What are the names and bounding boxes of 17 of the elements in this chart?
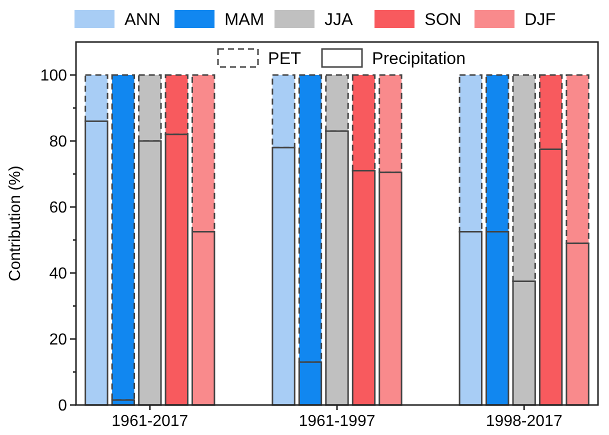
y-tick-label: 20 <box>49 332 68 349</box>
x-tick-label: 1961-1997 <box>298 413 376 430</box>
y-tick-label: 80 <box>49 134 68 151</box>
text: ANN <box>124 10 160 29</box>
legend-label: Precipitation <box>372 48 466 68</box>
y-tick-label: 60 <box>49 200 68 217</box>
y-tick-label: 100 <box>40 68 68 85</box>
legend-label: PET <box>268 48 302 68</box>
text: MAM <box>224 10 264 29</box>
x-tick-label: 1998-2017 <box>486 413 562 430</box>
y-axis-title: Contribution (%) <box>7 166 24 282</box>
text: DJF <box>524 10 556 29</box>
text: SON <box>424 10 462 29</box>
text: JJA <box>324 10 354 29</box>
y-tick-label: 0 <box>58 398 68 415</box>
x-tick-label: 1961-2017 <box>112 413 188 430</box>
y-tick-label: 40 <box>49 266 68 283</box>
